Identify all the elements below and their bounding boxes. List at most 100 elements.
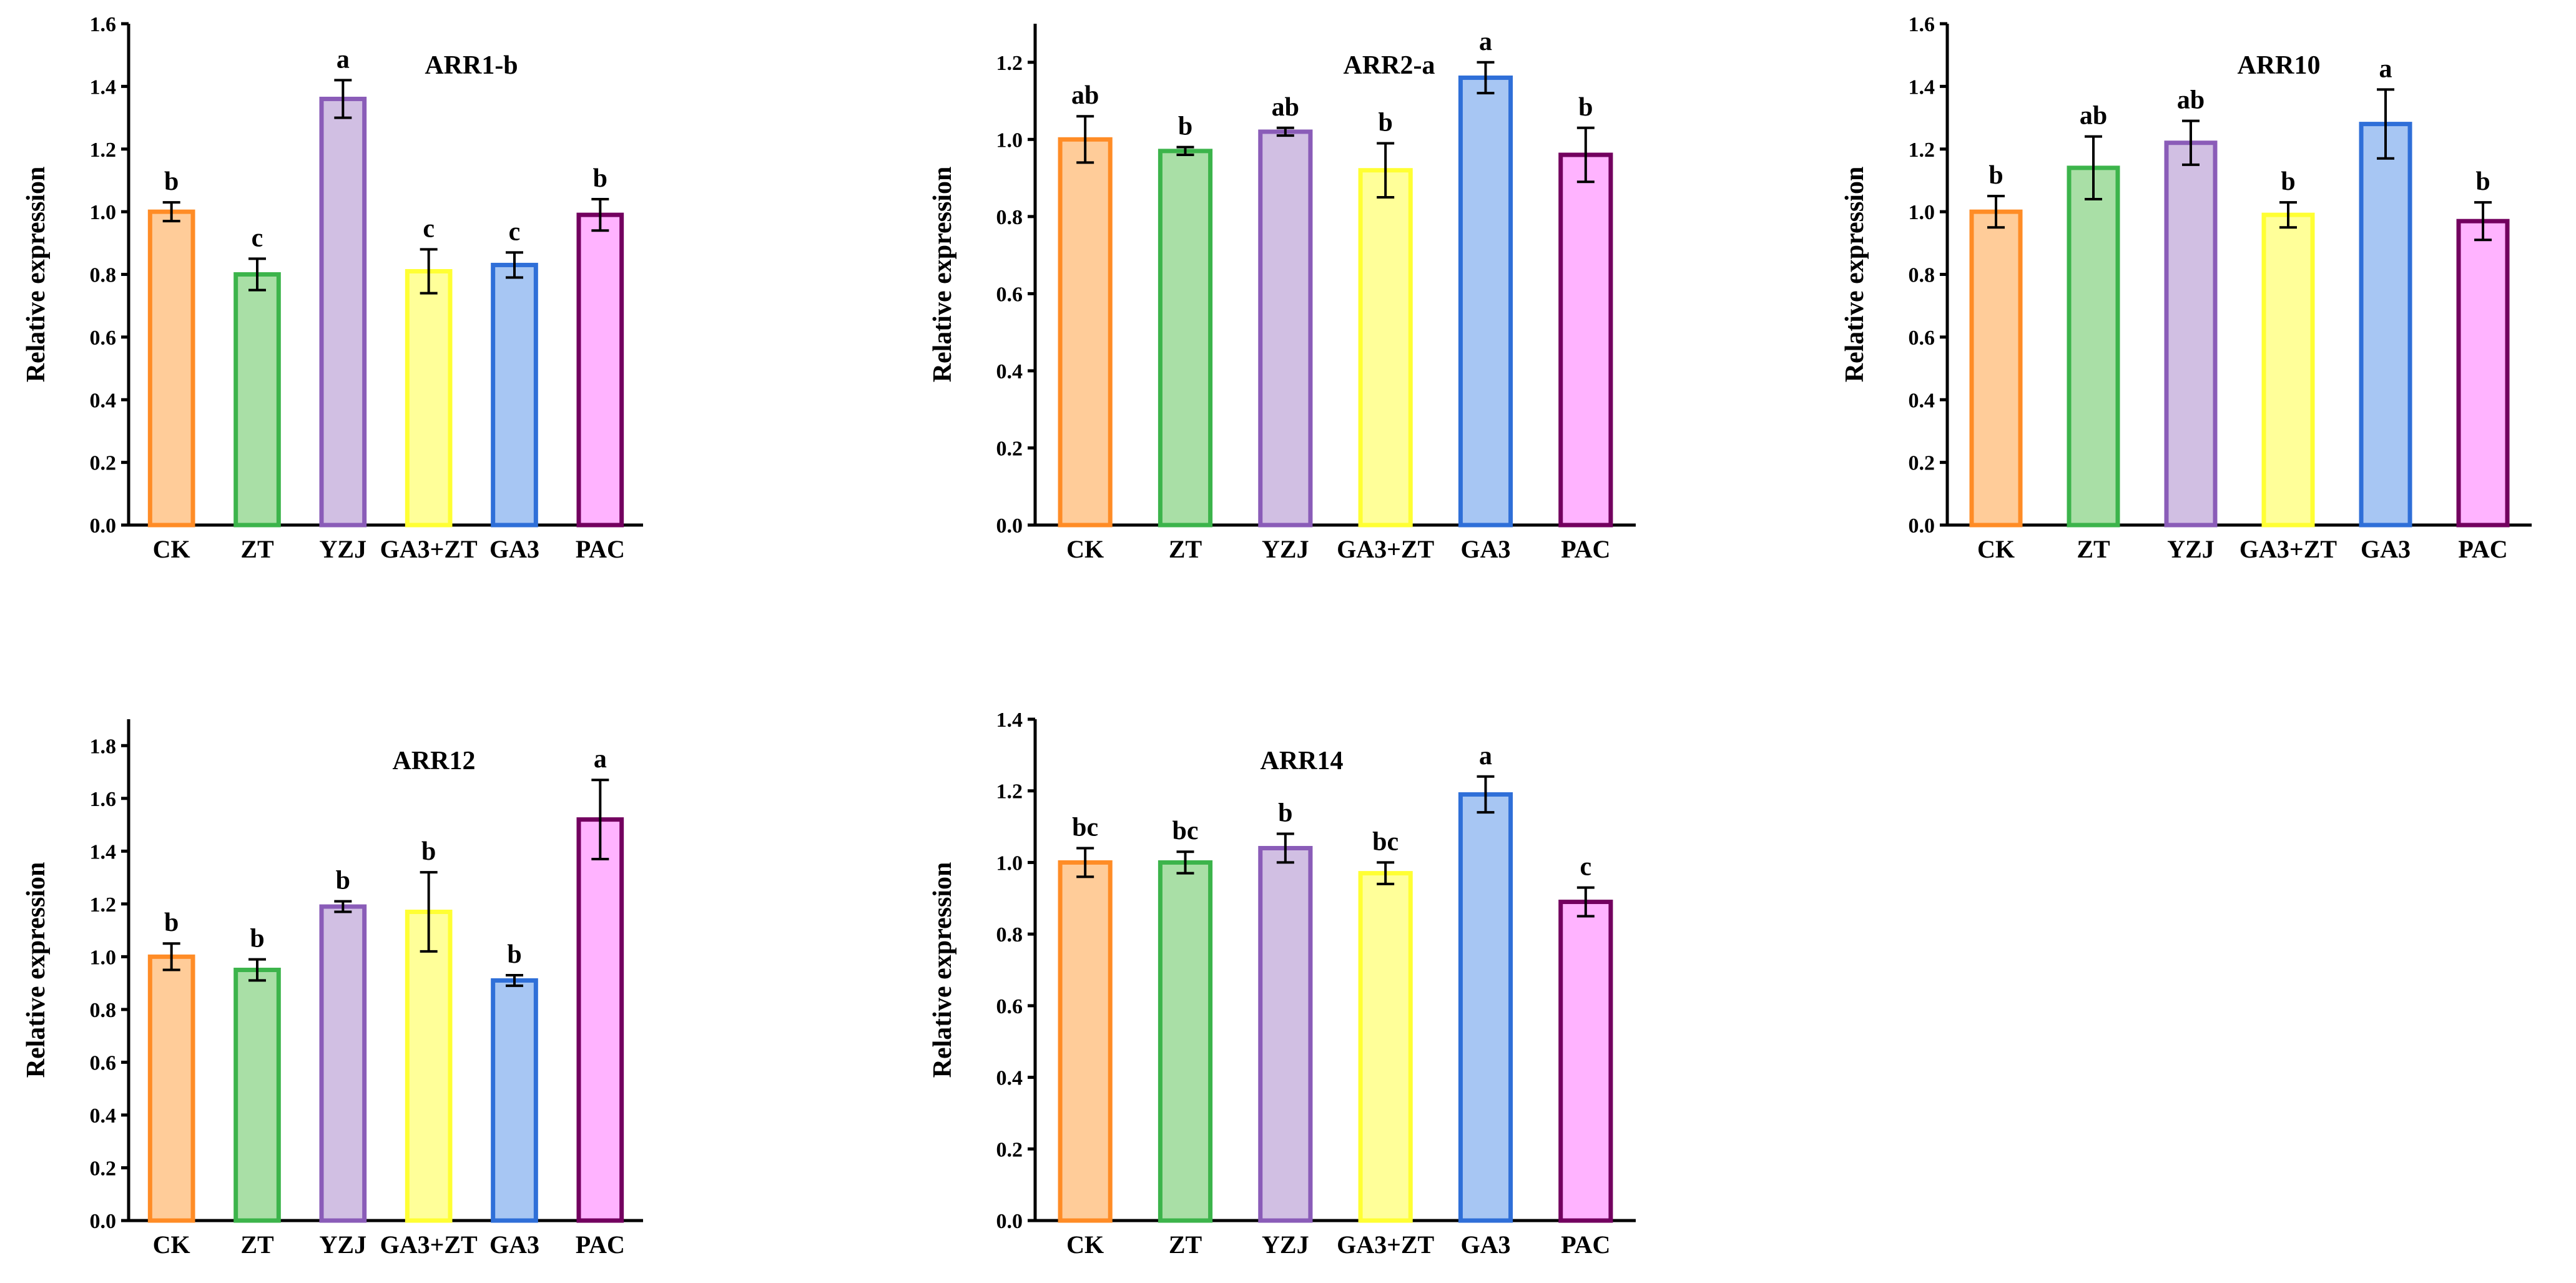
significance-letter: b bbox=[593, 164, 607, 193]
y-tick-label: 1.4 bbox=[996, 709, 1023, 732]
y-tick-label: 0.6 bbox=[996, 995, 1023, 1018]
significance-letter: b bbox=[507, 940, 521, 969]
y-tick-label: 1.2 bbox=[90, 139, 117, 162]
significance-letter: c bbox=[1580, 853, 1592, 882]
bar bbox=[2359, 122, 2412, 528]
bar bbox=[491, 978, 538, 1223]
bar bbox=[1558, 900, 1613, 1223]
y-tick-label: 0.2 bbox=[996, 437, 1023, 460]
category-label: GA3 bbox=[489, 535, 539, 563]
category-label: ZT bbox=[1169, 535, 1202, 563]
y-tick-label: 1.0 bbox=[1909, 201, 1935, 224]
category-label: YZJ bbox=[1262, 535, 1309, 563]
significance-letter: ab bbox=[1272, 93, 1299, 122]
bar bbox=[1158, 860, 1213, 1223]
bar bbox=[491, 262, 538, 528]
category-label: CK bbox=[153, 535, 190, 563]
significance-letter: b bbox=[1178, 112, 1192, 141]
y-tick-label: 0.0 bbox=[1909, 514, 1935, 538]
bar bbox=[1058, 860, 1113, 1223]
chart-panel-1: 0.0 0.2 0.4 0.6 0.8 1.0 1.2 1.4 1.6 Relative expr… bbox=[22, 13, 643, 563]
category-label: PAC bbox=[1561, 535, 1610, 563]
y-tick-label: 0.4 bbox=[90, 389, 117, 412]
category-label: ZT bbox=[240, 1231, 274, 1259]
significance-letter: b bbox=[1378, 108, 1392, 137]
category-label: CK bbox=[1066, 1231, 1104, 1259]
bar bbox=[405, 268, 453, 528]
significance-letter: b bbox=[1989, 161, 2003, 190]
y-tick-label: 0.0 bbox=[996, 514, 1023, 538]
category-label: YZJ bbox=[1262, 1231, 1309, 1259]
significance-letter: bc bbox=[1372, 827, 1399, 856]
y-axis-label: Relative expression bbox=[1841, 167, 1869, 383]
y-tick-label: 1.2 bbox=[996, 52, 1023, 75]
category-label: YZJ bbox=[320, 1231, 367, 1259]
bar bbox=[147, 209, 195, 528]
significance-letter: a bbox=[1479, 27, 1492, 56]
significance-letter: b bbox=[1278, 799, 1292, 828]
y-tick-label: 1.0 bbox=[996, 129, 1023, 152]
y-tick-label: 1.2 bbox=[996, 780, 1023, 804]
y-tick-label: 1.0 bbox=[996, 852, 1023, 875]
chart-title: ARR2-a bbox=[1344, 51, 1435, 80]
bar bbox=[2261, 212, 2315, 528]
chart-title: ARR12 bbox=[393, 747, 476, 775]
category-label: PAC bbox=[1561, 1231, 1610, 1259]
y-tick-label: 1.6 bbox=[90, 788, 117, 811]
y-tick-label: 1.0 bbox=[90, 946, 117, 969]
bar bbox=[1358, 168, 1413, 528]
category-label: GA3+ZT bbox=[1337, 1231, 1434, 1259]
y-tick-label: 0.6 bbox=[996, 283, 1023, 306]
bar bbox=[1158, 149, 1213, 528]
significance-letter: ab bbox=[1071, 81, 1099, 110]
bar bbox=[576, 817, 624, 1223]
chart-title: ARR14 bbox=[1261, 747, 1344, 775]
significance-letter: a bbox=[337, 45, 350, 74]
significance-letter: b bbox=[2475, 167, 2490, 196]
significance-letter: a bbox=[2379, 54, 2392, 83]
y-tick-label: 0.8 bbox=[996, 206, 1023, 229]
category-label: ZT bbox=[1169, 1231, 1202, 1259]
bar bbox=[2067, 165, 2120, 528]
category-label: GA3+ZT bbox=[380, 1231, 478, 1259]
y-tick-label: 1.6 bbox=[90, 13, 117, 36]
bar bbox=[1458, 792, 1513, 1223]
y-tick-label: 0.6 bbox=[90, 327, 117, 350]
significance-letter: b bbox=[250, 925, 264, 953]
significance-letter: b bbox=[2281, 167, 2295, 196]
significance-letter: a bbox=[1479, 742, 1492, 770]
y-axis-label: Relative expression bbox=[928, 862, 957, 1078]
bar bbox=[1558, 152, 1613, 528]
category-label: YZJ bbox=[2167, 535, 2215, 563]
significance-letter: c bbox=[509, 217, 521, 246]
significance-letter: c bbox=[252, 224, 263, 252]
category-label: ZT bbox=[240, 535, 274, 563]
category-label: GA3 bbox=[2361, 535, 2411, 563]
y-tick-label: 0.4 bbox=[1909, 389, 1935, 412]
bar bbox=[319, 96, 367, 528]
y-tick-label: 0.4 bbox=[996, 1067, 1023, 1090]
bar bbox=[1258, 845, 1313, 1223]
y-tick-label: 0.2 bbox=[90, 452, 117, 475]
y-tick-label: 0.0 bbox=[90, 514, 117, 538]
y-tick-label: 0.8 bbox=[90, 999, 117, 1022]
y-axis-label: Relative expression bbox=[928, 167, 957, 383]
significance-letter: bc bbox=[1172, 817, 1199, 845]
category-label: CK bbox=[153, 1231, 190, 1259]
y-tick-label: 0.0 bbox=[90, 1210, 117, 1233]
y-tick-label: 0.2 bbox=[1909, 452, 1935, 475]
chart-panel-5: 0.0 0.2 0.4 0.6 0.8 1.0 1.2 1.4 Relative express… bbox=[928, 709, 1636, 1259]
y-tick-label: 0.0 bbox=[996, 1210, 1023, 1233]
bar bbox=[1258, 129, 1313, 528]
y-tick-label: 1.4 bbox=[90, 840, 117, 863]
category-label: GA3+ZT bbox=[1337, 535, 1434, 563]
significance-letter: ab bbox=[2177, 86, 2205, 115]
chart-panel-3: 0.0 0.2 0.4 0.6 0.8 1.0 1.2 1.4 1.6 Relative expr… bbox=[1841, 13, 2532, 563]
y-tick-label: 0.2 bbox=[90, 1157, 117, 1180]
category-label: GA3 bbox=[1461, 535, 1511, 563]
chart-title: ARR10 bbox=[2238, 51, 2321, 80]
bar bbox=[2164, 140, 2218, 528]
chart-panel-4: 0.0 0.2 0.4 0.6 0.8 1.0 1.2 1.4 1.6 1.8 Relative e… bbox=[22, 719, 643, 1259]
bar bbox=[576, 212, 624, 528]
y-tick-label: 0.4 bbox=[996, 360, 1023, 383]
